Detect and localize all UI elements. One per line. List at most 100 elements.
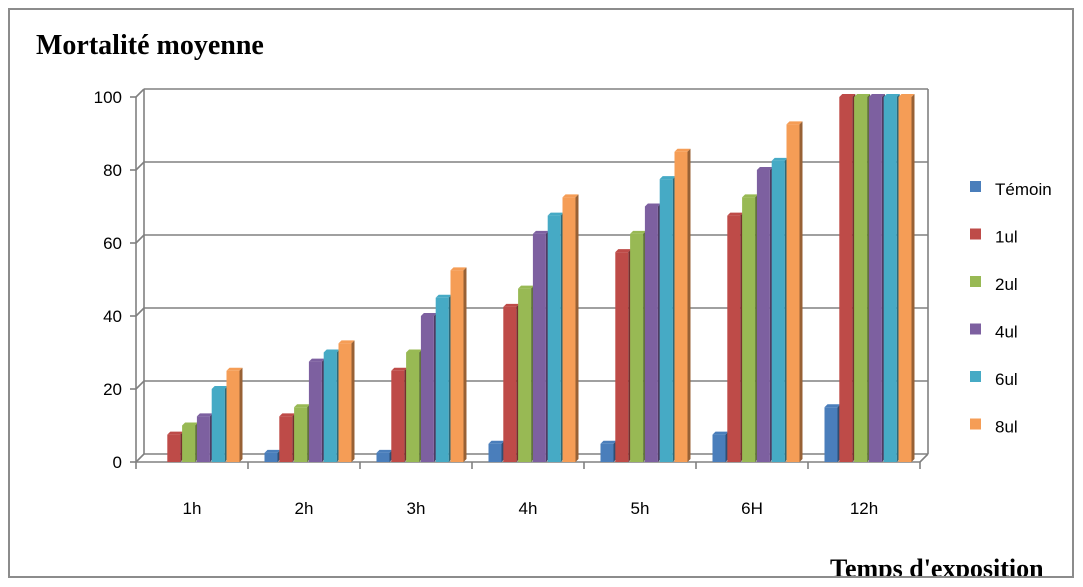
legend-item: Témoin	[970, 180, 1052, 199]
bar-top	[854, 94, 871, 97]
bar	[518, 285, 535, 462]
legend-swatch	[970, 418, 981, 430]
bar-front	[547, 215, 561, 462]
bar	[771, 157, 788, 462]
bar	[308, 358, 325, 462]
bar-top	[420, 313, 437, 316]
bar	[182, 422, 199, 462]
bar	[211, 386, 228, 462]
bar-top	[615, 249, 632, 253]
bar-top	[488, 440, 505, 444]
bar-front	[898, 97, 912, 462]
bar-top	[562, 194, 579, 198]
bar-top	[547, 212, 564, 216]
bar-top	[211, 386, 228, 389]
bar-top	[630, 230, 647, 234]
y-tick-label: 20	[103, 380, 122, 399]
bar-front	[824, 407, 838, 462]
bar-front	[435, 297, 449, 462]
gridline-stub	[135, 380, 145, 390]
bar-front	[786, 124, 800, 462]
bar-top	[503, 303, 520, 307]
legend-label: 4ul	[995, 323, 1018, 342]
x-tick-label: 4h	[519, 499, 538, 518]
bar-front	[659, 179, 673, 462]
bar-top	[727, 212, 744, 216]
bar-top	[518, 285, 535, 289]
bar-front	[674, 151, 688, 462]
bar-side	[687, 148, 691, 462]
legend-label: 6ul	[995, 370, 1018, 389]
bar-front	[391, 370, 405, 462]
bar	[420, 313, 437, 462]
bar-top	[824, 404, 841, 408]
bar-front	[532, 233, 546, 462]
bar-front	[518, 288, 532, 462]
bar	[854, 94, 871, 462]
bar-top	[600, 440, 617, 444]
bar	[294, 404, 311, 462]
bar-front	[839, 97, 853, 462]
bar-top	[182, 422, 199, 426]
bar-top	[226, 367, 243, 371]
bar-top	[376, 449, 393, 453]
bar	[450, 267, 467, 462]
chart-frame: Mortalité moyenne 0 20 40 60 80 100 1h 2h 3h 4h 5h…	[8, 8, 1074, 578]
bar-top	[308, 358, 325, 362]
bar	[883, 94, 900, 462]
bar-front	[615, 252, 629, 462]
bar-top	[294, 404, 311, 408]
bar	[839, 94, 856, 462]
legend: Témoin 1ul 2ul 4ul 6ul 8ul	[970, 180, 1052, 437]
bar-top	[264, 449, 281, 453]
gridline-stub	[135, 453, 145, 463]
bar-front	[562, 197, 576, 462]
legend-item: 4ul	[970, 323, 1018, 342]
x-tick-label: 2h	[295, 499, 314, 518]
bar-front	[727, 215, 741, 462]
bar-top	[712, 431, 729, 435]
bar-side	[575, 194, 579, 462]
bar-front	[644, 206, 658, 462]
bar-top	[756, 167, 773, 170]
legend-label: 1ul	[995, 228, 1018, 247]
bar-front	[712, 434, 726, 462]
bar-top	[659, 176, 676, 180]
bar-side	[239, 367, 243, 462]
bar-top	[196, 413, 213, 417]
gridline-stub	[135, 161, 145, 171]
legend-label: 8ul	[995, 418, 1018, 437]
bar-front	[742, 197, 756, 462]
y-tick-label: 60	[103, 234, 122, 253]
gridline-stub	[135, 307, 145, 317]
bar-side	[463, 267, 467, 462]
legend-label: Témoin	[995, 180, 1052, 199]
bar-front	[630, 233, 644, 462]
bar-top	[742, 194, 759, 198]
bar	[391, 367, 408, 462]
bar-front	[323, 352, 337, 462]
legend-item: 2ul	[970, 275, 1018, 294]
bar	[167, 431, 184, 462]
bar-side	[911, 94, 915, 462]
bar	[406, 349, 423, 462]
bar	[630, 230, 647, 462]
bar-front	[308, 361, 322, 462]
bar-front	[279, 416, 293, 462]
bar-top	[435, 294, 452, 298]
bar-top	[786, 121, 803, 125]
bar-top	[839, 94, 856, 97]
bar-side	[351, 340, 355, 462]
bar	[742, 194, 759, 462]
bar	[868, 94, 885, 462]
y-tick-label: 100	[94, 88, 122, 107]
bar	[659, 176, 676, 462]
bar	[547, 212, 564, 462]
bar-top	[323, 349, 340, 353]
bar-top	[279, 413, 296, 417]
bar-top	[532, 230, 549, 234]
bar	[503, 303, 520, 462]
bar-front	[226, 370, 240, 462]
x-tick-label: 1h	[183, 499, 202, 518]
bar	[435, 294, 452, 462]
